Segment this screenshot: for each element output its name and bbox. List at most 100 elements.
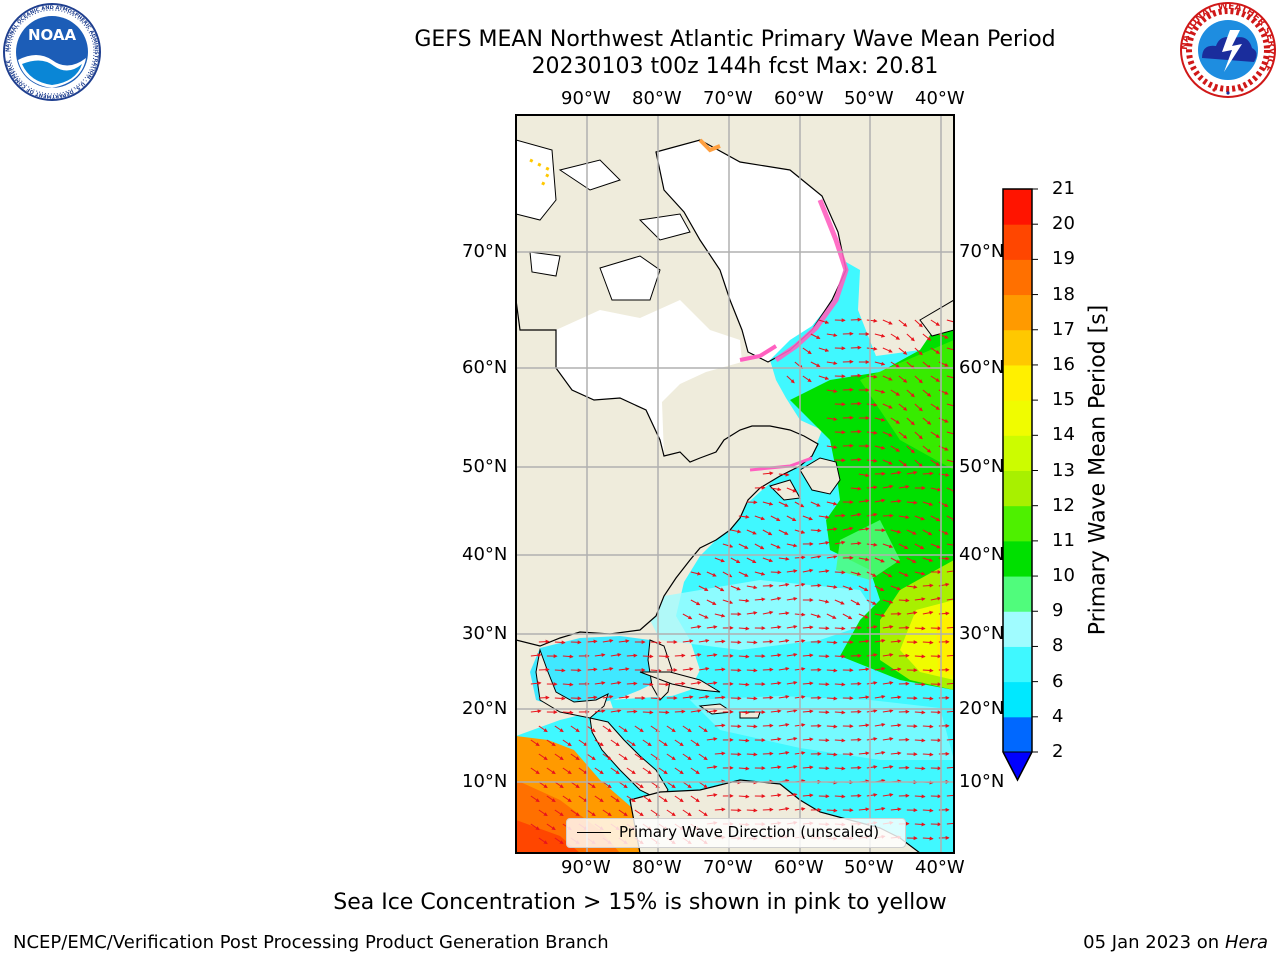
wave-arrow (530, 767, 540, 775)
lat-label-left: 40°N (462, 544, 508, 565)
lon-label-bottom: 40°W (915, 857, 965, 878)
wave-arrow (810, 528, 822, 533)
wave-arrow (882, 624, 894, 629)
sea-ice-note: Sea Ice Concentration > 15% is shown in … (333, 890, 947, 915)
wave-arrow (882, 736, 894, 741)
wave-arrow (930, 431, 940, 438)
wave-arrow (882, 599, 894, 604)
colorbar-tick-label: 15 (1052, 389, 1075, 411)
wave-arrow (930, 375, 940, 382)
lat-label-right: 70°N (959, 241, 1005, 262)
noaa-logo-text: NOAA (28, 26, 77, 44)
wave-arrow (706, 681, 718, 686)
wave-arrow (706, 625, 718, 630)
wave-arrow (930, 487, 942, 492)
wave-arrow (698, 613, 709, 619)
wave-arrow (914, 654, 926, 659)
wave-arrow (594, 709, 606, 714)
colorbar-segment (1003, 576, 1032, 612)
wave-arrow (922, 610, 934, 615)
wave-arrow (714, 751, 726, 756)
wave-arrow (778, 582, 790, 587)
wave-arrow (594, 653, 606, 658)
wave-arrow (802, 765, 814, 770)
wave-arrow (690, 708, 702, 713)
wave-arrow (682, 667, 694, 672)
colorbar-tick-label: 9 (1052, 600, 1064, 622)
wave-arrow (546, 739, 556, 747)
wave-arrow (930, 459, 940, 466)
wave-arrow (722, 599, 734, 605)
wave-arrow (898, 459, 908, 467)
wave-arrow (610, 680, 622, 685)
wave-arrow (658, 739, 668, 747)
colorbar-segment (1003, 189, 1032, 225)
wave-arrow (874, 557, 885, 563)
wave-arrow (906, 500, 918, 505)
wave-arrow (890, 585, 901, 591)
wave-arrow (786, 596, 798, 601)
colorbar-tick-label: 16 (1052, 353, 1075, 375)
wave-arrow (706, 599, 717, 605)
wave-arrow (586, 695, 598, 700)
nws-logo: NATIONAL WEATHER SERVICE (1180, 2, 1276, 98)
wave-arrow (858, 527, 870, 532)
wave-arrow (955, 418, 965, 419)
wave-arrow (874, 417, 886, 422)
wave-arrow (746, 668, 758, 673)
wave-arrow (826, 613, 837, 619)
wave-arrow (946, 487, 954, 493)
wave-arrow (850, 486, 862, 491)
wave-arrow (946, 515, 954, 521)
wave-arrow (586, 667, 598, 672)
lon-label-bottom: 60°W (774, 857, 824, 878)
lon-label-bottom: 80°W (632, 857, 682, 878)
wave-arrow (706, 737, 718, 742)
wave-arrow (810, 501, 821, 507)
wave-arrow (874, 750, 886, 755)
wave-arrow (874, 638, 886, 643)
wave-arrow (746, 585, 758, 590)
colorbar-segment (1003, 259, 1032, 296)
wave-arrow (778, 556, 790, 561)
wave-arrow (778, 806, 790, 811)
wave-arrow (706, 765, 718, 770)
wave-arrow (922, 445, 932, 453)
colorbar-segment (1003, 435, 1032, 471)
wave-arrow (914, 626, 926, 631)
colorbar-tick-label: 2 (1052, 741, 1064, 762)
colorbar-tick-label: 18 (1052, 283, 1075, 305)
wave-arrow (874, 445, 886, 450)
wave-arrow (898, 515, 910, 520)
wave-arrow (922, 696, 934, 701)
wave-arrow (546, 767, 556, 775)
colorbar-tick-label: 21 (1052, 178, 1075, 199)
mexico (535, 648, 609, 719)
wave-arrow (698, 725, 708, 733)
wave-arrow (955, 502, 964, 507)
wave-arrow (586, 753, 596, 761)
wave-arrow (642, 682, 654, 687)
wave-arrow (866, 374, 878, 379)
wave-arrow (690, 599, 701, 606)
wave-arrow (698, 781, 708, 789)
wave-arrow (955, 725, 965, 726)
wave-arrow (874, 722, 886, 727)
wave-arrow (634, 809, 644, 817)
wave-arrow (802, 737, 814, 742)
wave-arrow (554, 725, 564, 733)
wave-arrow (898, 319, 908, 327)
wave-arrow (834, 682, 846, 687)
wave-arrow (770, 596, 782, 601)
wave-arrow (538, 809, 548, 817)
wave-arrow (914, 571, 926, 576)
wave-arrow (866, 571, 877, 577)
wave-arrow (690, 571, 702, 576)
wave-arrow (866, 458, 878, 463)
wave-arrow (882, 792, 894, 797)
wave-arrow (914, 710, 926, 715)
wave-arrow (626, 767, 636, 775)
wave-arrow (826, 696, 838, 701)
wave-arrow (706, 571, 717, 577)
wave-arrow (602, 781, 612, 789)
